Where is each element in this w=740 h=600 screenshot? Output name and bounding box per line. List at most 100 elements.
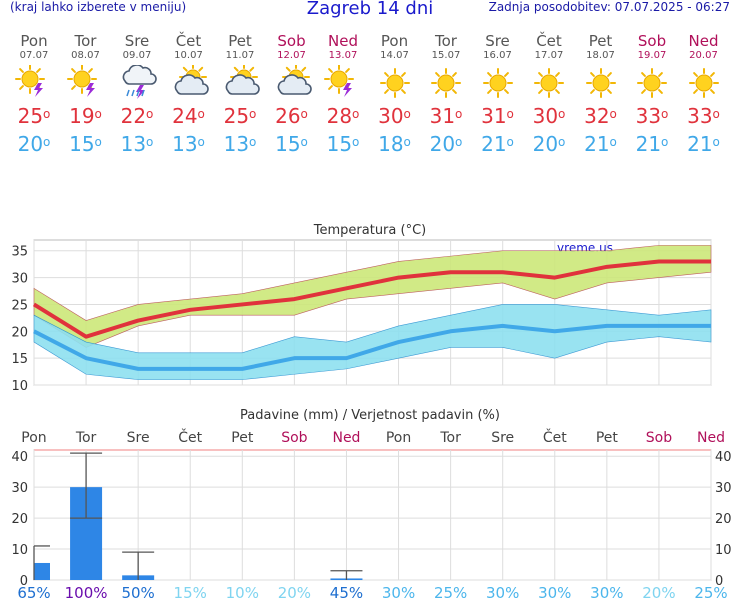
sun-cloud-storm-icon xyxy=(66,65,97,97)
max-temperature: 32o xyxy=(584,104,617,128)
min-temp-value: 13 xyxy=(223,132,250,156)
min-temp-value: 20 xyxy=(429,132,456,156)
min-temp-value: 15 xyxy=(275,132,301,156)
day-name: Čet xyxy=(175,32,202,50)
max-temperature: 33o xyxy=(635,104,669,128)
precipitation-bar xyxy=(34,562,50,580)
precipitation-probability: 30% xyxy=(590,584,623,600)
min-temperature: 15o xyxy=(69,132,102,156)
weather-icon-slot xyxy=(626,64,678,102)
sun-icon xyxy=(482,68,513,98)
precipitation-probability: 65% xyxy=(17,584,50,600)
day-column: Čet 10.07 24o 13o xyxy=(163,32,215,158)
day-date: 17.07 xyxy=(534,50,564,61)
day-column: Ned 13.07 28o 15o xyxy=(317,32,369,158)
x-tick-label: Sre xyxy=(127,430,150,446)
precipitation-probability: 25% xyxy=(434,584,467,600)
x-tick-label: Pet xyxy=(231,430,254,446)
sun-cloud-storm-icon xyxy=(324,65,354,97)
x-tick-label: Čet xyxy=(178,428,202,446)
precipitation-probability: 10% xyxy=(226,584,259,600)
precipitation-probability: 100% xyxy=(65,584,108,600)
max-temperature: 26o xyxy=(275,104,308,128)
cloud-storm-rain-icon xyxy=(122,65,157,99)
weather-icon-slot xyxy=(163,64,215,102)
min-temperature: 15o xyxy=(275,132,308,156)
day-date: 13.07 xyxy=(328,50,358,61)
weather-icon-slot xyxy=(317,64,369,102)
max-temperature: 28o xyxy=(326,104,360,128)
min-temperature: 13o xyxy=(223,132,257,156)
x-tick-label: Pon xyxy=(21,430,46,446)
day-date: 07.07 xyxy=(19,50,49,61)
y-tick-label: 20 xyxy=(11,325,28,340)
plot-area xyxy=(33,449,712,581)
min-temp-value: 15 xyxy=(69,132,95,156)
x-tick-label: Tor xyxy=(439,430,461,446)
y-tick-label: 30 xyxy=(11,272,28,287)
min-temp-value: 13 xyxy=(120,132,147,156)
x-tick-label: Pet xyxy=(596,430,619,446)
day-name: Pon xyxy=(20,32,48,50)
day-name: Čet xyxy=(536,32,562,50)
min-temp-value: 18 xyxy=(378,132,404,156)
day-column: Sob 19.07 33o 21o xyxy=(626,32,678,158)
min-temperature: 20o xyxy=(429,132,463,156)
precipitation-probability: 25% xyxy=(694,584,727,600)
min-temp-value: 21 xyxy=(481,132,507,156)
max-temperature-line xyxy=(32,259,711,339)
weather-icon-slot xyxy=(523,64,575,102)
min-temperature: 15o xyxy=(326,132,360,156)
day-name: Pon xyxy=(380,32,409,50)
max-temp-value: 28 xyxy=(326,104,353,128)
min-temperature: 21o xyxy=(687,132,720,156)
precipitation-probability: 50% xyxy=(121,584,154,600)
min-temp-value: 20 xyxy=(17,132,44,156)
day-date: 12.07 xyxy=(277,50,306,61)
y-tick-label-left: 40 xyxy=(11,450,28,465)
x-tick-label: Ned xyxy=(697,430,725,446)
max-temperature-band xyxy=(33,245,712,348)
precipitation-probability: 15% xyxy=(174,584,207,600)
max-temp-value: 30 xyxy=(378,104,404,128)
weather-icon-slot xyxy=(420,64,472,102)
day-column: Tor 15.07 31o 20o xyxy=(420,32,472,158)
min-temperature: 20o xyxy=(532,132,566,156)
min-temp-value: 13 xyxy=(172,132,198,156)
max-temp-value: 30 xyxy=(532,104,559,128)
day-name: Tor xyxy=(74,32,97,50)
sun-icon xyxy=(379,68,410,98)
weather-icon-slot xyxy=(214,64,266,102)
x-tick-label: Pon xyxy=(386,430,411,446)
x-tick-label: Sob xyxy=(646,430,672,446)
x-tick-label: Ned xyxy=(332,430,360,446)
min-temp-value: 20 xyxy=(532,132,559,156)
y-tick-label: 25 xyxy=(11,298,28,313)
min-temp-value: 21 xyxy=(584,132,610,156)
sun-cloud-icon xyxy=(225,65,260,95)
weather-icon-slot xyxy=(8,64,60,102)
day-date: 18.07 xyxy=(586,50,615,61)
day-column: Sre 16.07 31o 21o xyxy=(472,32,524,158)
day-name: Ned xyxy=(328,32,358,50)
day-column: Pon 07.07 25o 20o xyxy=(8,32,60,158)
sun-icon xyxy=(637,68,667,98)
y-tick-label-left: 0 xyxy=(20,574,28,589)
y-tick-label-left: 20 xyxy=(11,512,28,527)
min-temp-value: 15 xyxy=(326,132,353,156)
day-column: Sre 09.07 22o 13o xyxy=(111,32,163,158)
max-temperature: 25o xyxy=(223,104,257,128)
y-tick-label-left: 10 xyxy=(11,543,28,558)
weather-icon-slot xyxy=(266,64,318,102)
max-temp-value: 31 xyxy=(481,104,507,128)
day-name: Sob xyxy=(277,32,306,50)
precipitation-probability: 20% xyxy=(278,584,311,600)
max-temp-value: 33 xyxy=(635,104,662,128)
sun-icon xyxy=(534,68,564,98)
precipitation-probability: 45% xyxy=(330,584,363,600)
min-temperature: 20o xyxy=(17,132,51,156)
max-temp-value: 25 xyxy=(223,104,250,128)
precipitation-probability: 20% xyxy=(642,584,675,600)
max-temperature: 30o xyxy=(378,104,411,128)
